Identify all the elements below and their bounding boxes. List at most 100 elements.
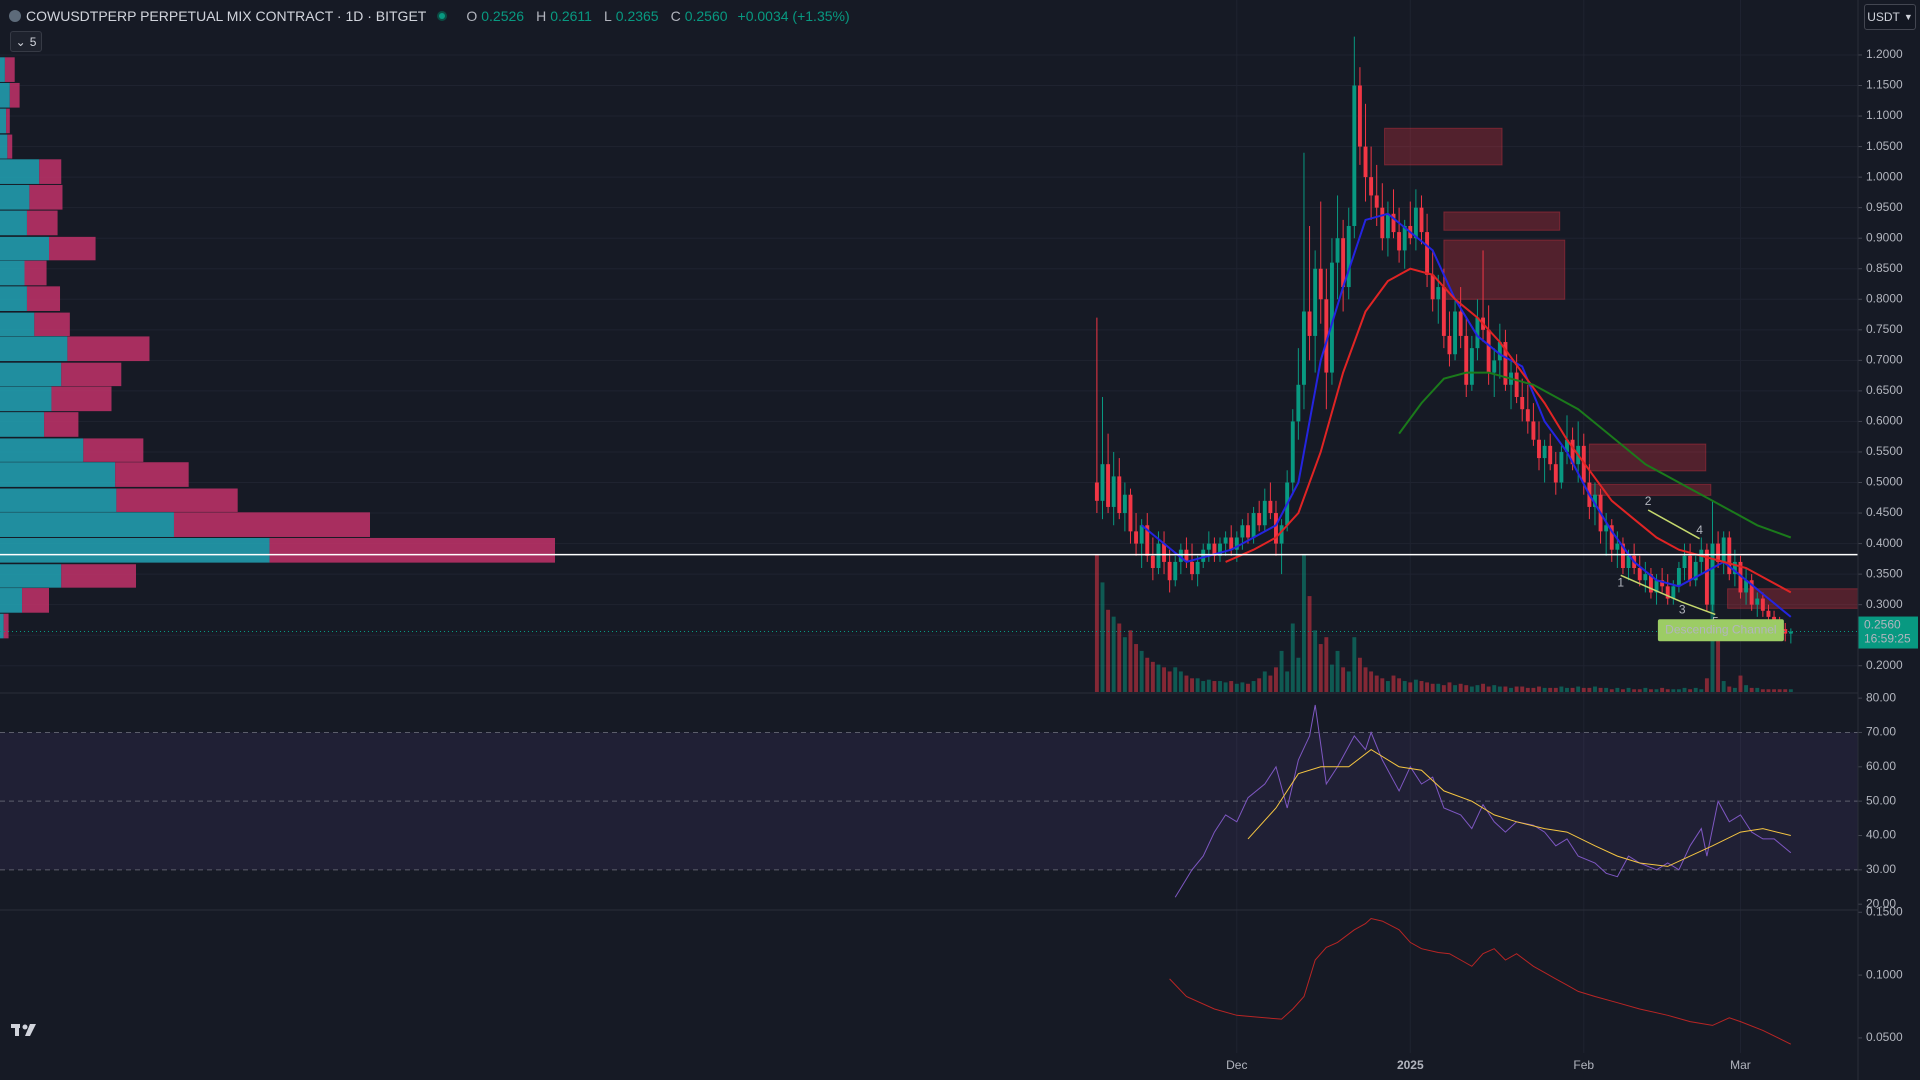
candle-body bbox=[1246, 525, 1250, 538]
volume-bar bbox=[1246, 683, 1250, 692]
profile-down-bar bbox=[34, 312, 70, 337]
x-tick-label: Mar bbox=[1730, 1058, 1751, 1072]
candle-body bbox=[1721, 537, 1726, 562]
candle-body bbox=[1106, 464, 1111, 507]
ohlc-value: 0.2526 bbox=[481, 8, 525, 24]
profile-up-bar bbox=[0, 386, 52, 412]
pattern-label: Descending Channel bbox=[1665, 622, 1776, 636]
y-tick-label: 20.00 bbox=[1866, 896, 1896, 910]
profile-down-bar bbox=[83, 438, 144, 462]
volume-bar bbox=[1162, 667, 1167, 692]
volume-bar bbox=[1682, 687, 1687, 692]
candle-body bbox=[1122, 494, 1127, 514]
volume-bar bbox=[1341, 667, 1346, 692]
volume-bar bbox=[1167, 671, 1172, 692]
volume-bar bbox=[1397, 678, 1402, 692]
candle-body bbox=[1716, 543, 1721, 562]
candle-body bbox=[1162, 543, 1167, 562]
channel-point-label: 3 bbox=[1679, 602, 1686, 616]
candle-body bbox=[1318, 268, 1323, 300]
x-tick-label: Feb bbox=[1573, 1058, 1594, 1072]
candle-body bbox=[1766, 610, 1771, 617]
candle-body bbox=[1665, 586, 1670, 599]
profile-up-bar bbox=[0, 210, 27, 236]
candle-body bbox=[1660, 580, 1665, 587]
profile-up-bar bbox=[0, 462, 116, 487]
tradingview-logo bbox=[11, 1024, 36, 1036]
candle-body bbox=[1436, 287, 1441, 300]
candle-body bbox=[1520, 396, 1525, 410]
candle-body bbox=[1413, 207, 1418, 239]
volume-bar bbox=[1335, 650, 1340, 692]
candle-body bbox=[1184, 549, 1189, 562]
volume-bar bbox=[1117, 623, 1122, 692]
volume-bar bbox=[1430, 683, 1435, 692]
candle-body bbox=[1262, 500, 1267, 526]
profile-down-bar bbox=[22, 588, 50, 613]
y-tick-label: 0.8000 bbox=[1866, 291, 1903, 305]
volume-bar bbox=[1738, 675, 1743, 692]
candle-body bbox=[1565, 439, 1569, 452]
volume-bar bbox=[1458, 683, 1463, 692]
y-tick-label: 70.00 bbox=[1866, 725, 1896, 739]
volume-bar bbox=[1106, 609, 1111, 692]
volume-bar bbox=[1274, 667, 1278, 692]
volume-bar bbox=[1391, 675, 1396, 692]
price-change: +0.0034 (+1.35%) bbox=[737, 8, 850, 24]
currency-selector[interactable]: USDT ▼ bbox=[1864, 4, 1916, 30]
volume-bar bbox=[1772, 689, 1777, 692]
volume-bar bbox=[1576, 686, 1581, 692]
candle-body bbox=[1760, 598, 1765, 611]
candle-body bbox=[1234, 537, 1239, 550]
volume-bar bbox=[1660, 687, 1665, 692]
y-tick-label: 1.1000 bbox=[1866, 108, 1903, 122]
y-tick-label: 0.4000 bbox=[1866, 536, 1903, 550]
candle-body bbox=[1128, 494, 1133, 532]
x-tick-label: 2025 bbox=[1397, 1058, 1424, 1072]
profile-down-bar bbox=[6, 108, 10, 134]
profile-down-bar bbox=[269, 537, 555, 563]
candle-body bbox=[1313, 268, 1318, 336]
candle-body bbox=[1100, 464, 1105, 501]
candle-body bbox=[1688, 555, 1693, 581]
profile-down-bar bbox=[61, 564, 136, 588]
candle-body bbox=[1352, 85, 1357, 226]
profile-down-bar bbox=[26, 286, 61, 311]
volume-bar bbox=[1464, 685, 1469, 692]
profile-down-bar bbox=[7, 134, 13, 159]
volume-bar bbox=[1385, 681, 1390, 692]
volume-bar bbox=[1503, 686, 1508, 692]
indicators-toggle[interactable]: ⌄ 5 bbox=[10, 31, 42, 52]
volume-bar bbox=[1318, 644, 1323, 692]
candle-body bbox=[1223, 537, 1228, 544]
volume-bar bbox=[1609, 689, 1614, 692]
volume-bar bbox=[1150, 661, 1155, 692]
channel-line bbox=[1647, 509, 1700, 540]
volume-bar bbox=[1100, 582, 1105, 692]
volume-bar bbox=[1206, 679, 1211, 692]
candle-body bbox=[1307, 311, 1312, 336]
candle-body bbox=[1626, 555, 1631, 569]
candle-body bbox=[1593, 494, 1597, 507]
profile-up-bar bbox=[0, 236, 50, 261]
profile-down-bar bbox=[51, 386, 112, 412]
profile-down-bar bbox=[26, 210, 58, 236]
candle-body bbox=[1257, 513, 1262, 526]
candle-body bbox=[1167, 561, 1172, 581]
volume-bar bbox=[1436, 683, 1441, 692]
volume-bar bbox=[1402, 681, 1407, 692]
profile-up-bar bbox=[0, 412, 45, 437]
y-tick-label: 80.00 bbox=[1866, 690, 1896, 704]
volume-bar bbox=[1777, 689, 1782, 692]
volume-bar bbox=[1313, 630, 1318, 692]
volume-bar bbox=[1492, 685, 1497, 692]
profile-up-bar bbox=[0, 134, 8, 159]
volume-bar bbox=[1716, 623, 1721, 692]
ohlc-key: O bbox=[466, 8, 478, 24]
volume-bar bbox=[1525, 687, 1530, 692]
candle-body bbox=[1430, 274, 1435, 300]
profile-up-bar bbox=[0, 588, 23, 613]
candle-body bbox=[1290, 421, 1295, 483]
y-tick-label: 0.9500 bbox=[1866, 200, 1903, 214]
candle-body bbox=[1732, 561, 1737, 575]
